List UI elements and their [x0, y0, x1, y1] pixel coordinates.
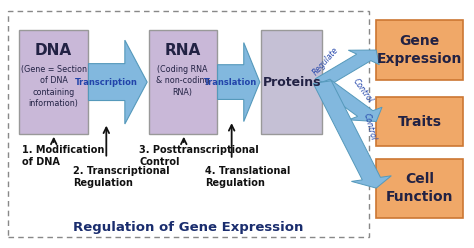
- Text: (Coding RNA
& non-coding
RNA): (Coding RNA & non-coding RNA): [156, 65, 210, 97]
- Text: Traits: Traits: [398, 115, 442, 128]
- FancyBboxPatch shape: [261, 30, 322, 134]
- Text: RNA: RNA: [164, 43, 201, 58]
- FancyBboxPatch shape: [19, 30, 88, 134]
- FancyBboxPatch shape: [376, 97, 463, 146]
- Polygon shape: [315, 50, 379, 85]
- Text: Regulate: Regulate: [311, 46, 340, 77]
- Text: Control: Control: [362, 113, 377, 142]
- FancyBboxPatch shape: [376, 20, 463, 80]
- FancyBboxPatch shape: [376, 158, 463, 218]
- Text: 2. Transcriptional
Regulation: 2. Transcriptional Regulation: [73, 166, 170, 187]
- Text: Regulation of Gene Expression: Regulation of Gene Expression: [73, 221, 304, 234]
- Polygon shape: [218, 43, 260, 122]
- Text: Gene
Expression: Gene Expression: [377, 34, 462, 66]
- Polygon shape: [89, 40, 147, 124]
- Text: Proteins: Proteins: [263, 76, 321, 89]
- Text: 4. Translational
Regulation: 4. Translational Regulation: [205, 166, 290, 187]
- FancyBboxPatch shape: [148, 30, 217, 134]
- Text: 3. Posttranscriptional
Control: 3. Posttranscriptional Control: [139, 145, 259, 167]
- Polygon shape: [313, 81, 392, 188]
- Text: Transcription: Transcription: [75, 78, 138, 87]
- Text: Cell
Function: Cell Function: [386, 172, 454, 204]
- FancyBboxPatch shape: [8, 11, 369, 237]
- Text: (Gene = Section
of DNA
containing
information): (Gene = Section of DNA containing inform…: [20, 65, 86, 108]
- Text: Translation: Translation: [204, 78, 257, 87]
- Text: 1. Modification
of DNA: 1. Modification of DNA: [22, 145, 104, 167]
- Text: DNA: DNA: [35, 43, 72, 58]
- Text: Control: Control: [351, 77, 374, 104]
- Polygon shape: [315, 79, 382, 122]
